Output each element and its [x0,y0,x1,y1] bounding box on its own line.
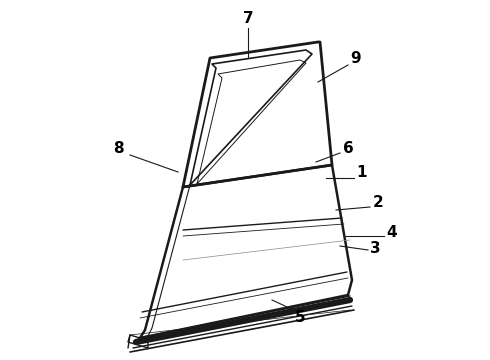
Text: 6: 6 [343,140,353,156]
Text: 2: 2 [372,194,383,210]
Text: 7: 7 [243,10,253,26]
Text: 9: 9 [351,50,361,66]
Text: 5: 5 [294,310,305,325]
Text: 4: 4 [387,225,397,239]
Text: 3: 3 [369,240,380,256]
Text: 8: 8 [113,140,123,156]
Text: 1: 1 [357,165,367,180]
